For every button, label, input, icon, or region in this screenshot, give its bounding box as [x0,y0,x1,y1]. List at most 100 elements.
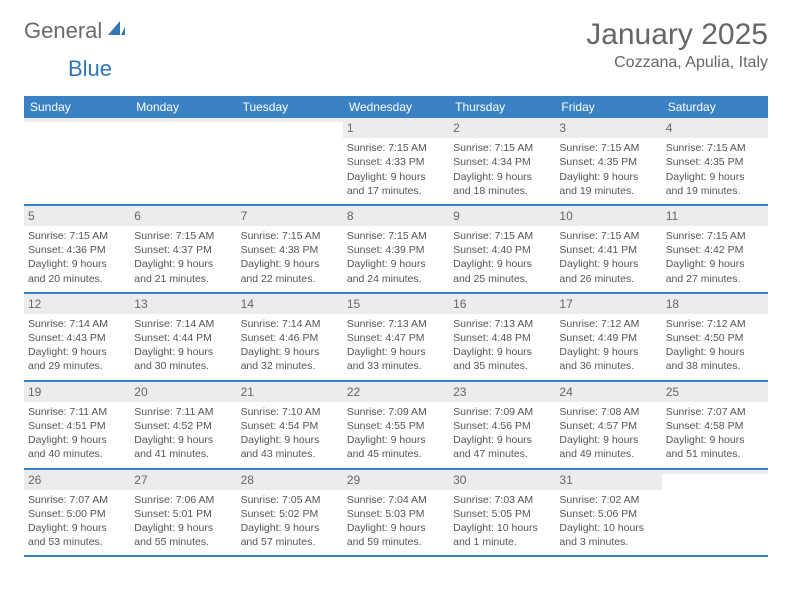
day-number: 6 [134,209,141,223]
day-cell: 15Sunrise: 7:13 AMSunset: 4:47 PMDayligh… [343,294,449,380]
week-row: 12Sunrise: 7:14 AMSunset: 4:43 PMDayligh… [24,294,768,382]
sunrise-text: Sunrise: 7:10 AM [241,405,339,419]
daylight-text: Daylight: 9 hours and 43 minutes. [241,433,339,461]
sunset-text: Sunset: 4:40 PM [453,243,551,257]
weeks-container: 1Sunrise: 7:15 AMSunset: 4:33 PMDaylight… [24,118,768,557]
daylight-text: Daylight: 9 hours and 59 minutes. [347,521,445,549]
daylight-text: Daylight: 10 hours and 3 minutes. [559,521,657,549]
day-cell: 14Sunrise: 7:14 AMSunset: 4:46 PMDayligh… [237,294,343,380]
daylight-text: Daylight: 9 hours and 45 minutes. [347,433,445,461]
day-cell: 27Sunrise: 7:06 AMSunset: 5:01 PMDayligh… [130,470,236,556]
daylight-text: Daylight: 9 hours and 53 minutes. [28,521,126,549]
day-number-row: 22 [343,382,449,402]
sunset-text: Sunset: 4:41 PM [559,243,657,257]
sunset-text: Sunset: 4:46 PM [241,331,339,345]
day-number: 3 [559,121,566,135]
daylight-text: Daylight: 9 hours and 38 minutes. [666,345,764,373]
day-number-row: 2 [449,118,555,138]
sunset-text: Sunset: 4:34 PM [453,155,551,169]
sunset-text: Sunset: 4:49 PM [559,331,657,345]
location: Cozzana, Apulia, Italy [586,54,768,72]
week-row: 19Sunrise: 7:11 AMSunset: 4:51 PMDayligh… [24,382,768,470]
sunset-text: Sunset: 5:05 PM [453,507,551,521]
day-number: 29 [347,473,360,487]
daylight-text: Daylight: 9 hours and 27 minutes. [666,257,764,285]
sunset-text: Sunset: 5:02 PM [241,507,339,521]
day-number-row: 20 [130,382,236,402]
sunset-text: Sunset: 4:55 PM [347,419,445,433]
daylight-text: Daylight: 9 hours and 35 minutes. [453,345,551,373]
daylight-text: Daylight: 9 hours and 51 minutes. [666,433,764,461]
day-number-row: 19 [24,382,130,402]
day-number: 23 [453,385,466,399]
day-number-row [662,470,768,474]
day-number-row: 12 [24,294,130,314]
day-number: 5 [28,209,35,223]
day-number-row: 18 [662,294,768,314]
day-cell: 18 Sunrise: 7:12 AMSunset: 4:50 PMDayligh… [662,294,768,380]
sunrise-text: Sunrise: 7:07 AM [666,405,764,419]
title-block: January 2025 Cozzana, Apulia, Italy [586,18,768,72]
daylight-text: Daylight: 9 hours and 26 minutes. [559,257,657,285]
sunrise-text: Sunrise: 7:09 AM [453,405,551,419]
sunrise-text: Sunrise: 7:03 AM [453,493,551,507]
day-number: 30 [453,473,466,487]
day-number: 17 [559,297,572,311]
day-number: 28 [241,473,254,487]
day-number-row: 30 [449,470,555,490]
sunset-text: Sunset: 4:37 PM [134,243,232,257]
weekday-sun: Sunday [24,96,130,118]
day-number-row: 3 [555,118,661,138]
day-cell: 22 Sunrise: 7:09 AMSunset: 4:55 PMDayligh… [343,382,449,468]
daylight-text: Daylight: 9 hours and 40 minutes. [28,433,126,461]
sunrise-text: Sunrise: 7:15 AM [28,229,126,243]
sunset-text: Sunset: 4:57 PM [559,419,657,433]
day-number: 16 [453,297,466,311]
sunrise-text: Sunrise: 7:12 AM [666,317,764,331]
sunset-text: Sunset: 4:39 PM [347,243,445,257]
sunrise-text: Sunrise: 7:15 AM [666,141,764,155]
day-cell: 1Sunrise: 7:15 AMSunset: 4:33 PMDaylight… [343,118,449,204]
sunrise-text: Sunrise: 7:14 AM [134,317,232,331]
sunrise-text: Sunrise: 7:06 AM [134,493,232,507]
sunset-text: Sunset: 5:03 PM [347,507,445,521]
sunrise-text: Sunrise: 7:07 AM [28,493,126,507]
day-number: 12 [28,297,41,311]
sunset-text: Sunset: 4:51 PM [28,419,126,433]
sunrise-text: Sunrise: 7:13 AM [347,317,445,331]
sunset-text: Sunset: 4:38 PM [241,243,339,257]
sunrise-text: Sunrise: 7:15 AM [559,229,657,243]
weekday-fri: Friday [555,96,661,118]
day-cell: 21Sunrise: 7:10 AMSunset: 4:54 PMDayligh… [237,382,343,468]
sunset-text: Sunset: 4:44 PM [134,331,232,345]
day-number-row: 23 [449,382,555,402]
day-number-row [237,118,343,122]
weekday-mon: Monday [130,96,236,118]
sunrise-text: Sunrise: 7:15 AM [666,229,764,243]
sunset-text: Sunset: 4:54 PM [241,419,339,433]
sunset-text: Sunset: 4:33 PM [347,155,445,169]
day-number-row: 7 [237,206,343,226]
sunset-text: Sunset: 5:06 PM [559,507,657,521]
day-number: 27 [134,473,147,487]
day-cell: 17Sunrise: 7:12 AMSunset: 4:49 PMDayligh… [555,294,661,380]
day-cell: 23Sunrise: 7:09 AMSunset: 4:56 PMDayligh… [449,382,555,468]
sunrise-text: Sunrise: 7:15 AM [134,229,232,243]
sunset-text: Sunset: 4:50 PM [666,331,764,345]
sunrise-text: Sunrise: 7:15 AM [347,229,445,243]
daylight-text: Daylight: 9 hours and 47 minutes. [453,433,551,461]
day-cell [237,118,343,204]
day-cell [24,118,130,204]
day-cell: 11Sunrise: 7:15 AMSunset: 4:42 PMDayligh… [662,206,768,292]
sunrise-text: Sunrise: 7:09 AM [347,405,445,419]
day-cell: 12Sunrise: 7:14 AMSunset: 4:43 PMDayligh… [24,294,130,380]
sunset-text: Sunset: 5:01 PM [134,507,232,521]
sunset-text: Sunset: 4:48 PM [453,331,551,345]
day-cell: 28Sunrise: 7:05 AMSunset: 5:02 PMDayligh… [237,470,343,556]
day-number: 19 [28,385,41,399]
brand-logo: General [24,18,128,44]
sunrise-text: Sunrise: 7:13 AM [453,317,551,331]
day-cell: 16 Sunrise: 7:13 AMSunset: 4:48 PMDayligh… [449,294,555,380]
day-number-row: 14 [237,294,343,314]
day-cell: 5Sunrise: 7:15 AMSunset: 4:36 PMDaylight… [24,206,130,292]
